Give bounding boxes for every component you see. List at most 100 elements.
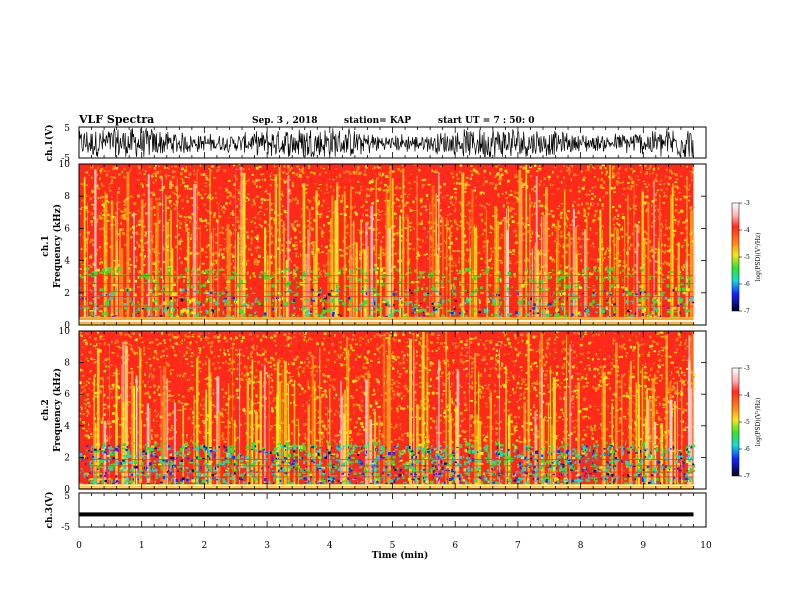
spectrogram-speckle xyxy=(193,173,196,175)
spectrogram-speckle xyxy=(453,261,455,264)
spectrogram-speckle xyxy=(664,260,666,264)
spectrogram-speckle xyxy=(201,248,204,252)
spectrogram-green-band xyxy=(517,300,521,304)
spectrogram-green-band xyxy=(89,310,94,312)
spectrogram-green-band xyxy=(415,281,420,283)
spectrogram-speckle xyxy=(397,229,399,231)
spectrogram-cyan-band xyxy=(331,310,333,314)
spectrogram-green-band xyxy=(688,278,691,281)
spectrogram-speckle xyxy=(634,263,638,267)
spectrogram-green-band xyxy=(283,298,286,300)
spectrogram-speckle xyxy=(137,209,140,213)
spectrogram-cyan-band xyxy=(557,311,560,313)
spectrogram-speckle xyxy=(262,348,265,350)
spectrogram-speckle xyxy=(572,406,574,409)
spectrogram-green-band xyxy=(629,291,632,296)
spectrogram-speckle xyxy=(456,174,458,177)
spectrogram-cyan-band xyxy=(141,308,145,310)
spectrogram-green-band xyxy=(507,313,511,317)
spectrogram-stripe xyxy=(315,190,318,317)
spectrogram-speckle xyxy=(252,198,255,202)
spectrogram-speckle xyxy=(551,399,553,402)
spectrogram-speckle xyxy=(650,408,652,411)
spectrogram-speckle xyxy=(439,243,443,246)
spectrogram-speckle xyxy=(363,173,365,176)
spectrogram-green-band xyxy=(275,305,278,308)
spectrogram-speckle xyxy=(263,220,267,224)
spectrogram-green-band xyxy=(281,296,284,301)
spectrogram-speckle xyxy=(181,198,184,202)
spectrogram-speckle xyxy=(470,225,472,228)
spectrogram-speckle xyxy=(643,164,647,168)
spectrogram-speckle xyxy=(331,420,333,423)
spectrogram-speckle xyxy=(508,260,511,262)
spectrogram-speckle xyxy=(581,438,585,441)
spectrogram-speckle xyxy=(217,166,220,168)
spectrogram-cyan-band xyxy=(254,312,256,315)
spectrogram-speckle xyxy=(168,234,171,237)
spectrogram-speckle xyxy=(674,173,676,175)
spectrogram-stripe xyxy=(226,224,230,317)
spectrogram-cyan-band xyxy=(438,302,440,304)
spectrogram-green-band xyxy=(99,271,103,274)
spectrogram-speckle xyxy=(644,173,648,175)
spectrogram-speckle xyxy=(174,275,177,278)
spectrogram-speckle xyxy=(405,346,407,348)
spectrogram-speckle xyxy=(378,253,381,257)
spectrogram-speckle xyxy=(263,198,267,201)
spectrogram-green-band xyxy=(421,287,424,290)
spectrogram-green-band xyxy=(308,314,311,318)
spectrogram-speckle xyxy=(450,172,454,175)
spectrogram-speckle xyxy=(129,371,132,374)
spectrogram-speckle xyxy=(576,225,578,227)
spectrogram-green-band xyxy=(204,282,207,284)
spectrogram-speckle xyxy=(601,203,604,206)
spectrogram-cyan-band xyxy=(454,300,457,302)
spectrogram-green-band xyxy=(662,291,666,294)
spectrogram-green-band xyxy=(595,275,598,280)
spectrogram-speckle xyxy=(269,428,272,431)
spectrogram-speckle xyxy=(155,179,157,182)
spectrogram-speckle xyxy=(151,249,155,251)
spectrogram-speckle xyxy=(473,361,475,363)
spectrogram-speckle xyxy=(201,262,205,265)
spectrogram-speckle xyxy=(189,188,193,190)
spectrogram-cyan-band xyxy=(370,301,374,304)
spectrogram-speckle xyxy=(439,256,441,258)
spectrogram-green-band xyxy=(214,299,217,302)
spectrogram-speckle xyxy=(481,387,485,390)
spectrogram-speckle xyxy=(555,331,559,333)
spectrogram-speckle xyxy=(666,276,670,279)
spectrogram-speckle xyxy=(88,423,89,426)
spectrogram-green-band xyxy=(375,271,379,275)
spectrogram-speckle xyxy=(190,233,193,236)
spectrogram-speckle xyxy=(280,219,283,222)
spectrogram-green-band xyxy=(366,304,368,306)
spectrogram-speckle xyxy=(516,200,520,203)
spectrogram-speckle xyxy=(396,232,399,236)
spectrogram-speckle xyxy=(169,182,172,184)
spectrogram-speckle xyxy=(221,269,225,271)
spectrogram-speckle xyxy=(288,362,290,366)
spectrogram-green-band xyxy=(459,313,463,317)
spectrogram-speckle xyxy=(317,205,319,208)
spectrogram-speckle xyxy=(355,191,358,194)
spectrogram-speckle xyxy=(144,202,147,206)
spectrogram-speckle xyxy=(362,213,364,217)
spectrogram-speckle xyxy=(99,349,102,353)
spectrogram-speckle xyxy=(96,184,99,187)
spectrogram-speckle xyxy=(137,194,140,198)
spectrogram-speckle xyxy=(130,167,132,171)
spectrogram-green-band xyxy=(486,267,489,272)
spectrogram-speckle xyxy=(665,227,669,230)
spectrogram-speckle xyxy=(160,276,163,279)
spectrogram-cyan-band xyxy=(81,297,84,301)
spectrogram-speckle xyxy=(387,176,390,179)
spectrogram-green-band xyxy=(448,298,451,302)
spectrogram-green-band xyxy=(597,270,600,272)
spectrogram-speckle xyxy=(446,214,450,216)
spectrogram-green-band xyxy=(203,292,206,294)
spectrogram-speckle xyxy=(373,228,375,231)
spectrogram-green-band xyxy=(679,301,683,304)
spectrogram-green-band xyxy=(417,309,422,313)
